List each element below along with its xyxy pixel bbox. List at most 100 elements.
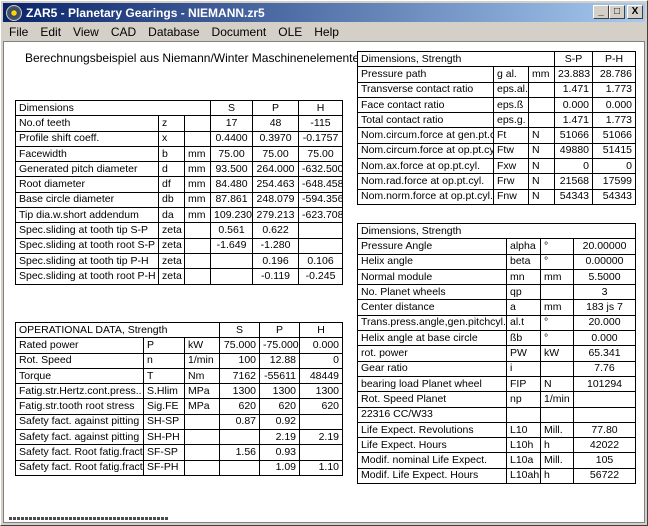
value-cell: 0.3970 <box>252 130 300 147</box>
value-cell: -1.649 <box>210 237 254 254</box>
table-row: Tip dia.w.short addendum da mm 109.230 279.2… <box>15 207 344 224</box>
unit-cell: kW <box>183 337 221 354</box>
menu-cad[interactable]: CAD <box>110 25 137 39</box>
unit-cell: N <box>540 375 574 393</box>
row-label: Tip dia.w.short addendum <box>15 207 159 224</box>
value-cell: -0.1757 <box>298 130 344 147</box>
unit-cell: ° <box>540 253 574 270</box>
row-label: Pressure Angle <box>357 238 507 255</box>
row-label: Nom.circum.force at gen.pt.cyl <box>357 127 494 144</box>
value-cell: 65.341 <box>572 345 637 362</box>
unit-cell: N <box>528 188 555 205</box>
row-label: Rot. Speed <box>15 352 144 369</box>
value-cell: 0.106 <box>298 252 344 270</box>
table-row: Total contact ratio eps.g. 1.471 1.773 <box>357 112 636 129</box>
unit-cell: h <box>540 467 574 485</box>
unit-cell: ° <box>540 314 574 332</box>
symbol-cell: g al. <box>493 66 529 83</box>
value-cell: 12.88 <box>259 352 301 369</box>
value-cell <box>299 444 344 461</box>
table-row: Root diameter df mm 84.480 254.463 -648.458 <box>15 176 344 193</box>
unit-cell <box>528 81 555 98</box>
value-cell: 20.000 <box>572 314 637 332</box>
unit-cell <box>183 413 221 431</box>
symbol-cell: da <box>158 207 185 224</box>
unit-cell: mm <box>183 176 212 193</box>
symbol-cell: P <box>143 337 185 354</box>
value-cell <box>210 268 254 285</box>
symbol-cell: SH-PH <box>143 429 185 446</box>
value-cell: 0 <box>299 352 344 369</box>
unit-cell: mm <box>540 268 574 286</box>
table-header-row: Dimensions, Strength <box>356 222 637 240</box>
row-label: Normal module <box>357 268 507 286</box>
menu-ole[interactable]: OLE <box>278 25 303 39</box>
value-cell: 0.87 <box>219 413 261 431</box>
row-label: Rot. Speed Planet <box>357 391 507 408</box>
menu-document[interactable]: Document <box>211 25 267 39</box>
row-label: Nom.rad.force at op.pt.cyl. <box>357 173 494 190</box>
symbol-cell: al.t <box>506 314 541 332</box>
value-cell: -648.458 <box>298 176 344 193</box>
unit-cell <box>183 252 212 270</box>
symbol-cell: i <box>506 360 541 377</box>
unit-cell <box>183 459 221 476</box>
value-cell <box>210 252 254 270</box>
maximize-button[interactable]: □ <box>609 5 625 19</box>
value-cell: 51066 <box>592 127 636 144</box>
value-cell: 0 <box>554 158 593 175</box>
header-cell: Dimensions, Strength <box>357 50 555 68</box>
symbol-cell: qp <box>506 284 541 301</box>
value-cell <box>572 406 637 423</box>
value-cell: 75.00 <box>252 145 300 163</box>
symbol-cell: L10ah <box>506 467 541 485</box>
menu-help[interactable]: Help <box>314 25 339 39</box>
close-button[interactable]: X <box>627 5 643 19</box>
row-label: Life Expect. Revolutions <box>357 421 507 439</box>
table-row: Nom.norm.force at op.pt.cyl. Fnw N 54343 543… <box>357 188 636 205</box>
symbol-cell: SF-PH <box>143 459 185 476</box>
unit-cell: N <box>528 142 555 160</box>
row-label: No.of teeth <box>15 115 159 132</box>
unit-cell: mm <box>183 161 212 178</box>
menu-view[interactable]: View <box>73 25 99 39</box>
symbol-cell: FIP <box>506 375 541 393</box>
unit-cell: Mill. <box>540 452 574 469</box>
row-label: Nom.norm.force at op.pt.cyl. <box>357 188 494 205</box>
row-label: Face contact ratio <box>357 96 494 114</box>
symbol-cell: S.Hlim <box>143 383 185 400</box>
unit-cell: mm <box>183 207 212 224</box>
value-cell: 0 <box>592 158 636 175</box>
row-label: Life Expect. Hours <box>357 437 507 454</box>
row-label: Rated power <box>15 337 144 354</box>
unit-cell: ° <box>540 238 574 255</box>
unit-cell <box>183 429 221 446</box>
table-row: Base circle diameter db mm 87.861 248.079 -59… <box>15 191 344 209</box>
value-cell: 0.000 <box>299 337 344 354</box>
table-row: Safety fact. against pitting SH-SP 0.87 0.9… <box>15 413 344 431</box>
menu-database[interactable]: Database <box>148 25 200 39</box>
symbol-cell: L10 <box>506 421 541 439</box>
symbol-cell: Fnw <box>493 188 529 205</box>
menu-edit[interactable]: Edit <box>40 25 62 39</box>
menu-file[interactable]: File <box>9 25 29 39</box>
symbol-cell: np <box>506 391 541 408</box>
value-cell: 0.000 <box>572 330 637 347</box>
contact-strength-table: Dimensions, Strength S-P P-H Pressure path g… <box>357 50 636 205</box>
row-label: Helix angle at base circle <box>357 330 507 347</box>
table-row: No.of teeth z 17 48 -115 <box>15 115 344 132</box>
symbol-cell: mn <box>506 268 541 286</box>
value-cell: 0.93 <box>259 444 301 461</box>
minimize-button[interactable]: _ <box>593 5 609 19</box>
value-cell: 1.773 <box>592 112 636 129</box>
value-cell: 7162 <box>219 367 261 385</box>
table-row: Normal module mn mm 5.5000 <box>357 268 637 286</box>
value-cell: 105 <box>572 452 637 469</box>
value-cell: 77.80 <box>572 421 637 439</box>
value-cell: 54343 <box>554 188 593 205</box>
symbol-cell: zeta <box>158 237 185 254</box>
value-cell: 7.76 <box>572 360 637 377</box>
app-icon[interactable] <box>6 4 22 21</box>
